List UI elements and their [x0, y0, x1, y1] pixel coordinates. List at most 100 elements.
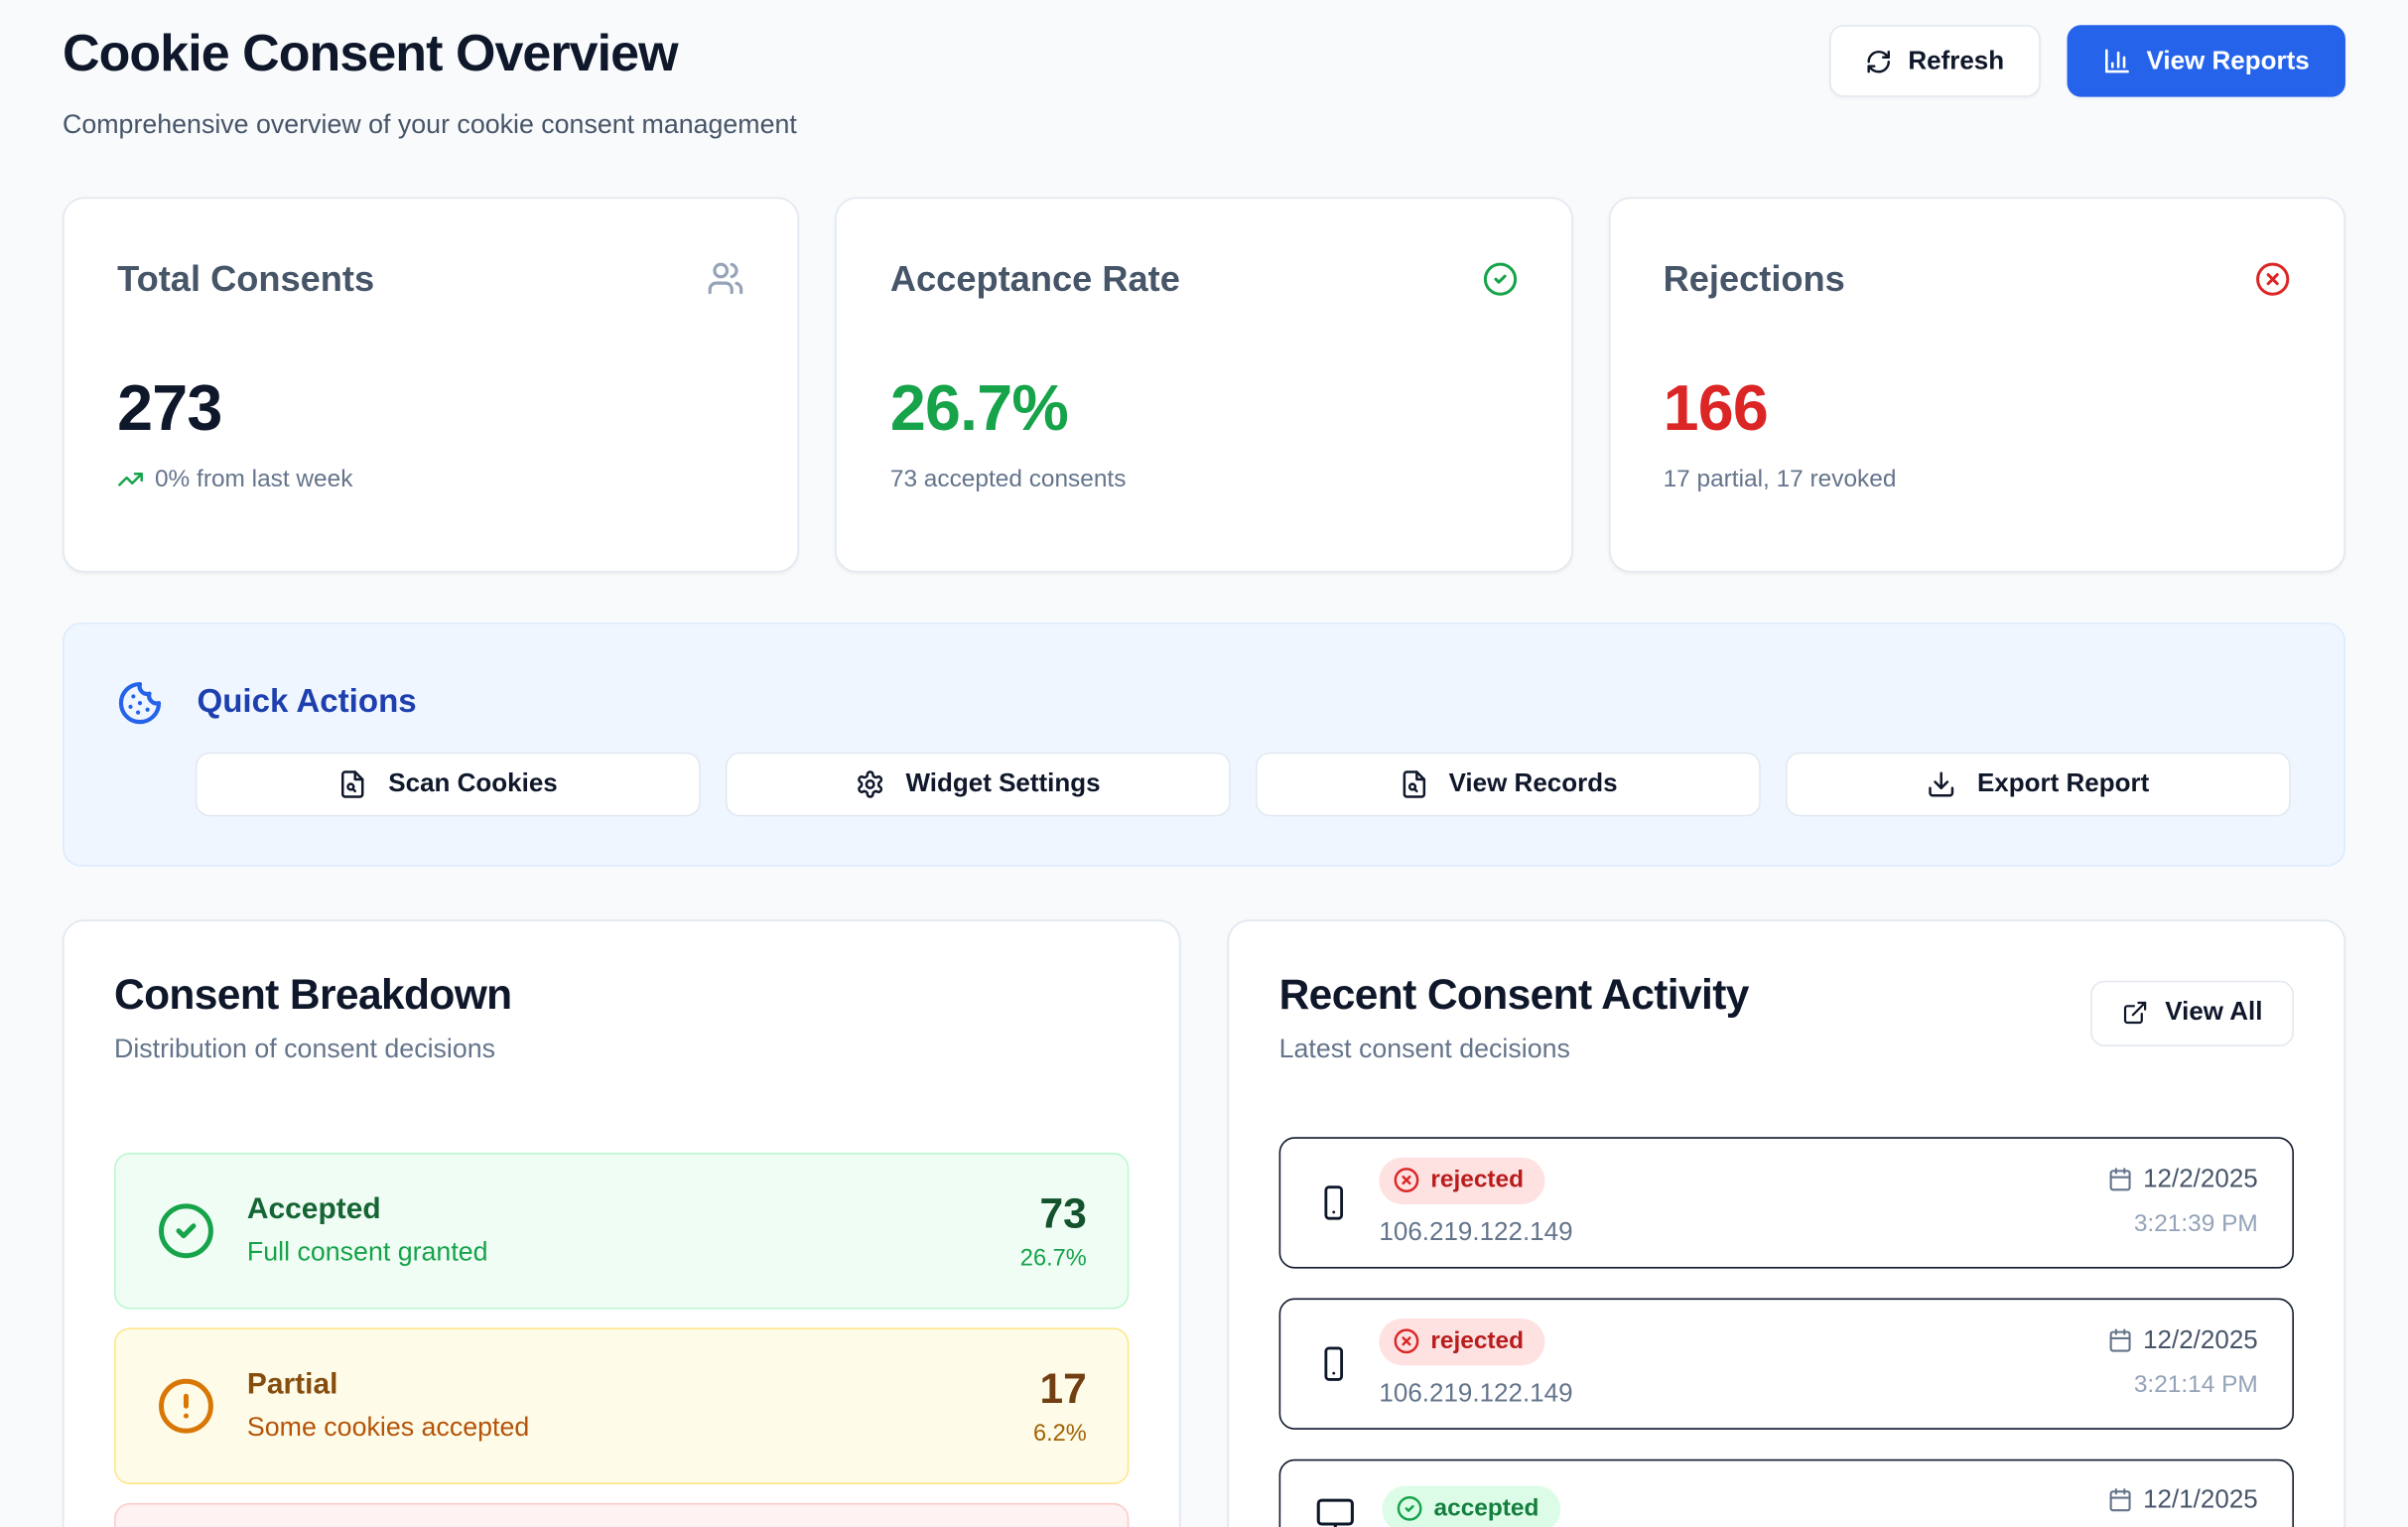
stat-card-header: Total Consents	[117, 257, 744, 300]
x-circle-icon	[2255, 260, 2291, 296]
recent-activity-header: Recent Consent Activity Latest consent d…	[1279, 971, 2294, 1065]
refresh-button[interactable]: Refresh	[1829, 25, 2041, 97]
calendar-icon	[2107, 1168, 2132, 1192]
stat-subtext: 0% from last week	[154, 465, 353, 492]
stat-value: 273	[117, 371, 222, 444]
consent-breakdown-subtitle: Distribution of consent decisions	[113, 1033, 496, 1063]
breakdown-row-text: Partial Some cookies accepted	[247, 1368, 529, 1444]
smartphone-icon	[1315, 1179, 1353, 1225]
stat-title: Acceptance Rate	[889, 257, 1180, 299]
consent-breakdown-card: Consent Breakdown Distribution of consen…	[63, 918, 1181, 1527]
file-search-icon	[338, 768, 368, 798]
stat-title: Total Consents	[117, 257, 375, 299]
activity-date: 12/2/2025	[2143, 1165, 2258, 1193]
breakdown-row-accepted: Accepted Full consent granted 73 26.7%	[113, 1152, 1130, 1309]
bar-chart-icon	[2102, 47, 2130, 74]
trending-up-icon	[117, 467, 144, 493]
breakdown-row-count: 17	[1039, 1364, 1087, 1412]
recent-activity-header-text: Recent Consent Activity Latest consent d…	[1279, 971, 1750, 1065]
gear-icon	[856, 768, 885, 798]
breakdown-row-label: Partial	[246, 1367, 338, 1401]
page-title: Cookie Consent Overview	[63, 23, 679, 81]
stat-value: 166	[1663, 371, 1769, 444]
breakdown-row-numbers: 73 26.7%	[1020, 1189, 1087, 1271]
x-circle-icon	[1394, 1167, 1420, 1193]
check-circle-icon	[1397, 1495, 1423, 1522]
activity-date-row: 12/2/2025	[2107, 1326, 2258, 1356]
scan-cookies-label: Scan Cookies	[388, 768, 558, 797]
activity-ip: 106.219.122.149	[1379, 1217, 1573, 1246]
activity-item-meta: 12/2/2025 3:21:39 PM	[2107, 1165, 2258, 1239]
status-badge: rejected	[1379, 1157, 1546, 1204]
stat-subtext-row: 17 partial, 17 revoked	[1664, 466, 2291, 493]
smartphone-icon	[1315, 1339, 1353, 1386]
breakdown-row-percent: 26.7%	[1019, 1244, 1087, 1272]
users-icon	[708, 260, 745, 298]
view-all-button[interactable]: View All	[2089, 980, 2294, 1046]
breakdown-row-description: Some cookies accepted	[246, 1411, 530, 1442]
breakdown-row-percent: 6.2%	[1032, 1419, 1087, 1447]
stat-cards-row: Total Consents 273 0% from last week Acc…	[63, 196, 2345, 572]
stat-subtext: 17 partial, 17 revoked	[1663, 465, 1897, 492]
bottom-panels: Consent Breakdown Distribution of consen…	[63, 918, 2345, 1527]
activity-item-meta: 12/1/2025	[2107, 1485, 2258, 1520]
activity-date-row: 12/1/2025	[2107, 1485, 2258, 1515]
cookie-icon	[117, 680, 163, 726]
stat-card-total-consents: Total Consents 273 0% from last week	[63, 196, 800, 572]
external-link-icon	[2121, 1000, 2148, 1027]
activity-list: rejected 106.219.122.149 12/2/2025 3:21:…	[1278, 1136, 2294, 1527]
activity-item-main: rejected 106.219.122.149	[1379, 1318, 1573, 1408]
view-reports-button-label: View Reports	[2146, 46, 2310, 74]
page-subtitle: Comprehensive overview of your cookie co…	[63, 108, 797, 139]
breakdown-row-rejected-clipped	[113, 1502, 1130, 1527]
breakdown-row-partial: Partial Some cookies accepted 17 6.2%	[113, 1326, 1130, 1484]
alert-circle-icon	[157, 1376, 216, 1436]
stat-card-acceptance-rate: Acceptance Rate 26.7% 73 accepted consen…	[835, 196, 1573, 572]
stat-title: Rejections	[1663, 257, 1845, 299]
activity-item-main: accepted	[1382, 1484, 1561, 1527]
calendar-icon	[2107, 1487, 2132, 1512]
quick-actions-buttons: Scan Cookies Widget Settings View Record…	[195, 752, 2291, 816]
page-header-text: Cookie Consent Overview Comprehensive ov…	[63, 22, 797, 140]
view-reports-button[interactable]: View Reports	[2067, 25, 2345, 97]
download-icon	[1928, 768, 1957, 798]
consent-breakdown-title: Consent Breakdown	[113, 970, 512, 1018]
status-badge-label: rejected	[1430, 1326, 1525, 1354]
calendar-icon	[2107, 1328, 2132, 1353]
activity-item-main: rejected 106.219.122.149	[1379, 1157, 1573, 1247]
breakdown-row-label: Accepted	[246, 1192, 381, 1226]
stat-card-header: Acceptance Rate	[890, 257, 1518, 300]
view-records-label: View Records	[1448, 768, 1618, 797]
refresh-icon	[1866, 48, 1893, 74]
stat-card-header: Rejections	[1664, 257, 2291, 300]
status-badge-label: accepted	[1433, 1494, 1539, 1522]
stat-subtext-row: 73 accepted consents	[890, 466, 1518, 493]
recent-activity-card: Recent Consent Activity Latest consent d…	[1227, 918, 2345, 1527]
stat-subtext-row: 0% from last week	[117, 466, 744, 493]
activity-date: 12/1/2025	[2143, 1484, 2258, 1514]
export-report-button[interactable]: Export Report	[1785, 752, 2291, 816]
breakdown-row-description: Full consent granted	[246, 1236, 488, 1267]
activity-item-meta: 12/2/2025 3:21:14 PM	[2107, 1326, 2258, 1401]
stat-card-rejections: Rejections 166 17 partial, 17 revoked	[1608, 196, 2345, 572]
stat-value: 26.7%	[889, 371, 1069, 444]
activity-date: 12/2/2025	[2143, 1325, 2258, 1354]
activity-time: 3:21:39 PM	[2133, 1210, 2258, 1238]
x-circle-icon	[1394, 1328, 1420, 1355]
quick-actions-header: Quick Actions	[117, 680, 2291, 726]
status-badge: rejected	[1379, 1318, 1546, 1365]
quick-actions-panel: Quick Actions Scan Cookies Widget Settin…	[63, 622, 2345, 867]
view-records-button[interactable]: View Records	[1255, 752, 1761, 816]
refresh-button-label: Refresh	[1908, 46, 2005, 74]
widget-settings-button[interactable]: Widget Settings	[725, 752, 1231, 816]
scan-cookies-button[interactable]: Scan Cookies	[195, 752, 701, 816]
view-all-label: View All	[2165, 998, 2263, 1027]
check-circle-icon	[1482, 260, 1518, 296]
consent-breakdown-rows: Accepted Full consent granted 73 26.7% P…	[113, 1152, 1130, 1527]
file-search-icon	[1399, 768, 1428, 798]
activity-item: rejected 106.219.122.149 12/2/2025 3:21:…	[1278, 1136, 2294, 1268]
widget-settings-label: Widget Settings	[905, 768, 1101, 797]
activity-item: accepted 12/1/2025	[1278, 1458, 2294, 1527]
header-actions: Refresh View Reports	[1829, 25, 2345, 97]
